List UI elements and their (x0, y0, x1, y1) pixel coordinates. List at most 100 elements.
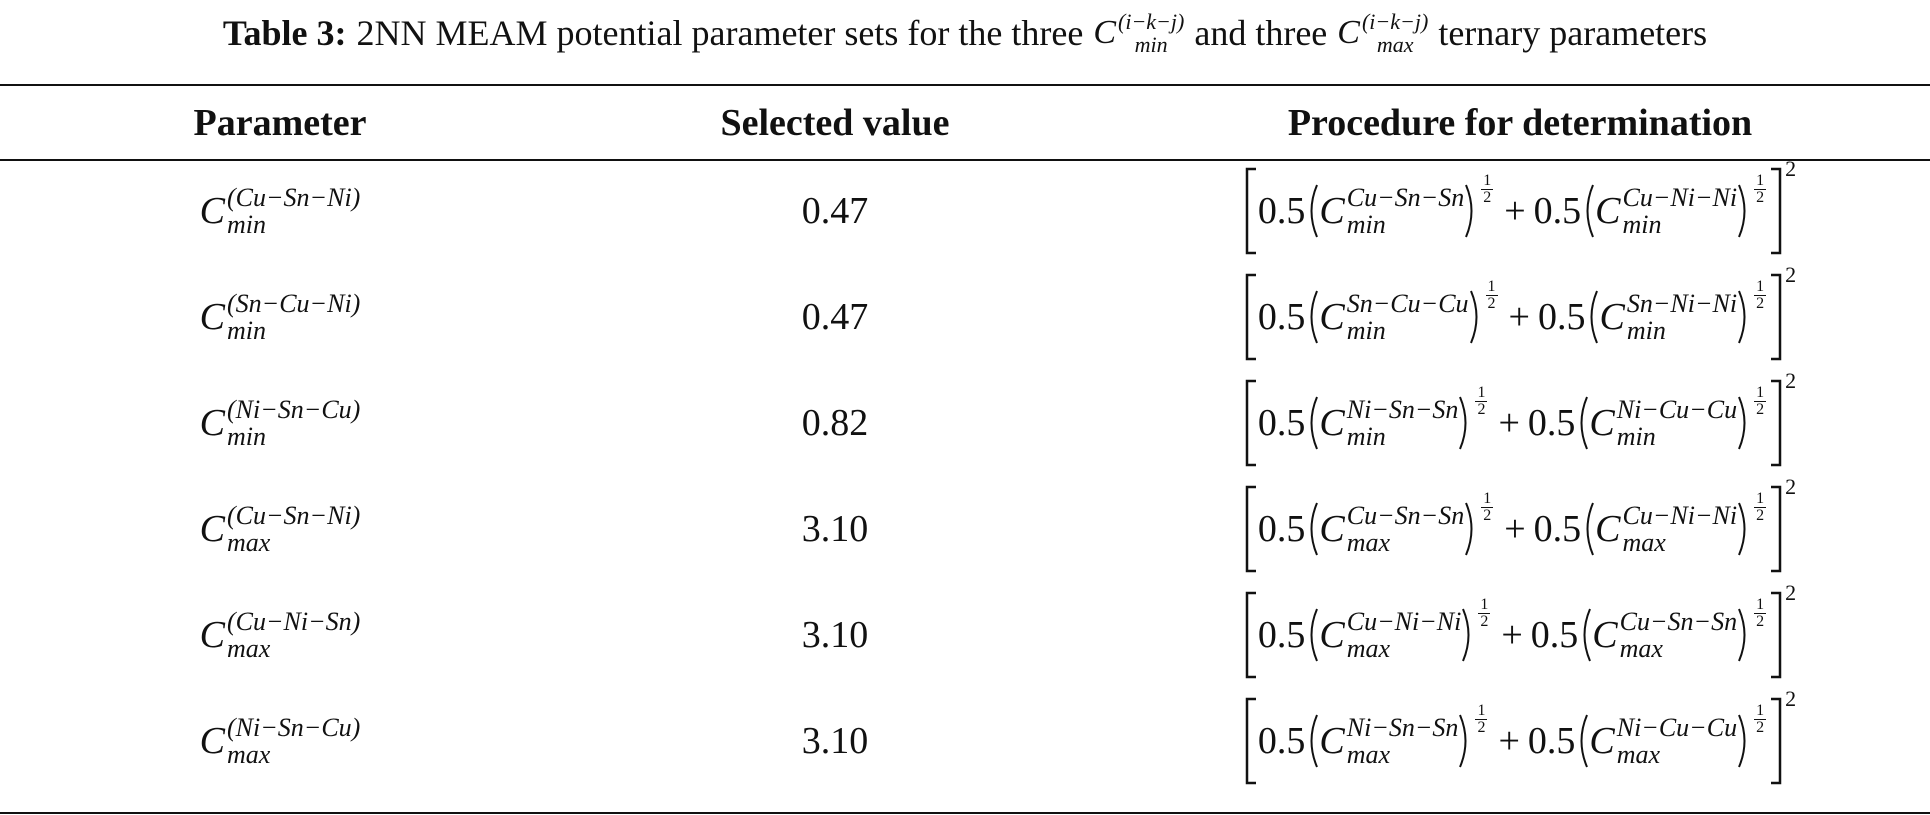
coefficient: 0.5 (1533, 190, 1582, 232)
superscript: (Cu−Sn−Ni) (227, 182, 361, 212)
right-paren-path (1459, 396, 1467, 450)
symbol-scripts: (Ni−Sn−Cu) min (227, 395, 360, 450)
left-paren-path (1580, 714, 1589, 768)
procedure-cell: 0.5 C Ni−Sn−Sn max 1 2 +0.5 C Ni−Cu−Cu max 1 2 2 (1110, 686, 1930, 785)
caption-text: and three (1194, 13, 1328, 54)
procedure-formula: 0.5 C Cu−Sn−Sn min 1 2 +0.5 C Cu−Ni−Ni min 1 2 2 (1244, 156, 1796, 255)
denominator: 2 (1756, 294, 1765, 312)
numerator: 1 (1754, 489, 1767, 508)
parameter-cell: C (Cu−Sn−Ni) min (0, 182, 560, 238)
right-paren-path (1462, 608, 1470, 662)
symbol-base: C (1319, 296, 1345, 338)
right-paren-path (1738, 714, 1746, 768)
superscript: (Ni−Sn−Cu) (227, 712, 361, 742)
subscript: max (227, 740, 271, 769)
value-cell: 0.47 (560, 295, 1110, 339)
numerator: 1 (1754, 595, 1767, 614)
procedure-formula: 0.5 C Cu−Sn−Sn max 1 2 +0.5 C Cu−Ni−Ni max 1 2 2 (1244, 474, 1796, 573)
symbol-base: C (1599, 296, 1625, 338)
symbol-base: C (1093, 14, 1116, 52)
numerator: 1 (1754, 171, 1767, 190)
operator: + (1504, 190, 1526, 232)
denominator: 2 (1756, 612, 1765, 630)
parameter-symbol: C (Sn−Cu−Ni) min (200, 289, 361, 345)
right-bracket-path (1771, 697, 1782, 785)
term-symbol: C Cu−Ni−Ni max (1319, 606, 1462, 663)
denominator: 2 (1756, 400, 1765, 418)
left-bracket (1245, 697, 1256, 785)
operator: + (1508, 296, 1530, 338)
caption-symbol: C (i−k−j) min (1093, 10, 1184, 56)
subscript: max (1622, 528, 1666, 557)
subscript: max (1346, 634, 1391, 663)
right-paren (1459, 714, 1467, 768)
selected-value: 0.82 (801, 402, 869, 444)
denominator: 2 (1756, 188, 1765, 206)
symbol-base: C (1595, 190, 1621, 232)
symbol-scripts: (Cu−Sn−Ni) max (227, 500, 361, 556)
symbol-scripts: (i−k−j) max (1362, 10, 1428, 56)
left-paren-path (1583, 608, 1592, 662)
outer-exponent: 2 (1785, 262, 1797, 287)
parameter-cell: C (Ni−Sn−Cu) max (0, 712, 560, 769)
left-paren (1310, 502, 1319, 556)
left-paren (1310, 608, 1319, 662)
superscript: (Cu−Sn−Ni) (227, 500, 361, 530)
subscript: min (1134, 32, 1168, 58)
right-bracket (1771, 697, 1782, 785)
right-paren-path (1469, 290, 1478, 344)
symbol-base: C (1589, 402, 1615, 444)
symbol-scripts: (i−k−j) min (1118, 10, 1184, 56)
superscript: Ni−Cu−Cu (1616, 712, 1738, 742)
selected-value: 0.47 (801, 190, 869, 232)
right-bracket-path (1771, 485, 1782, 573)
superscript: (Cu−Ni−Sn) (227, 606, 361, 636)
symbol-scripts: Ni−Cu−Cu max (1616, 712, 1738, 768)
symbol-scripts: Ni−Sn−Sn max (1347, 713, 1459, 768)
parameter-cell: C (Ni−Sn−Cu) min (0, 395, 560, 450)
table: Parameter Selected value Procedure for det… (0, 88, 1930, 794)
right-bracket (1771, 485, 1782, 573)
coefficient: 0.5 (1257, 296, 1306, 338)
right-paren (1738, 502, 1746, 556)
right-paren-path (1459, 714, 1467, 768)
symbol-base: C (1319, 402, 1345, 444)
symbol-scripts: Cu−Sn−Sn max (1619, 606, 1738, 662)
coefficient: 0.5 (1537, 296, 1586, 338)
right-paren-path (1465, 502, 1473, 556)
symbol-scripts: Cu−Sn−Sn max (1347, 501, 1464, 556)
procedure-formula: 0.5 C Ni−Sn−Sn min 1 2 +0.5 C Ni−Cu−Cu min 1 2 2 (1244, 368, 1796, 467)
right-paren-path (1738, 502, 1746, 556)
superscript: Cu−Sn−Sn (1619, 606, 1738, 636)
header-cell: Parameter (0, 101, 560, 145)
denominator: 2 (1756, 718, 1765, 736)
symbol-scripts: Cu−Sn−Sn min (1347, 183, 1464, 238)
left-bracket (1245, 591, 1256, 679)
operator: + (1501, 614, 1523, 656)
right-paren (1738, 184, 1746, 238)
right-paren-path (1738, 290, 1746, 344)
superscript: Sn−Cu−Cu (1346, 288, 1469, 318)
symbol-scripts: (Ni−Sn−Cu) max (227, 712, 361, 769)
left-bracket-path (1245, 697, 1256, 785)
superscript: Cu−Ni−Ni (1346, 606, 1462, 636)
left-bracket (1245, 379, 1256, 467)
header-text: Selected value (720, 102, 950, 144)
operator: + (1504, 508, 1526, 550)
term-symbol: C Cu−Ni−Ni min (1595, 183, 1737, 238)
symbol-base: C (1592, 614, 1618, 656)
term-symbol: C Ni−Cu−Cu min (1589, 395, 1737, 450)
parameter-symbol: C (Cu−Sn−Ni) min (200, 182, 361, 238)
superscript: (i−k−j) (1118, 9, 1185, 34)
subscript: min (227, 316, 267, 345)
left-paren (1310, 396, 1319, 450)
right-paren-path (1738, 396, 1746, 450)
right-paren (1738, 608, 1746, 662)
left-paren (1586, 184, 1595, 238)
term-symbol: C Sn−Cu−Cu min (1319, 288, 1469, 344)
symbol-scripts: (Sn−Cu−Ni) min (227, 289, 360, 345)
right-paren (1738, 290, 1746, 344)
